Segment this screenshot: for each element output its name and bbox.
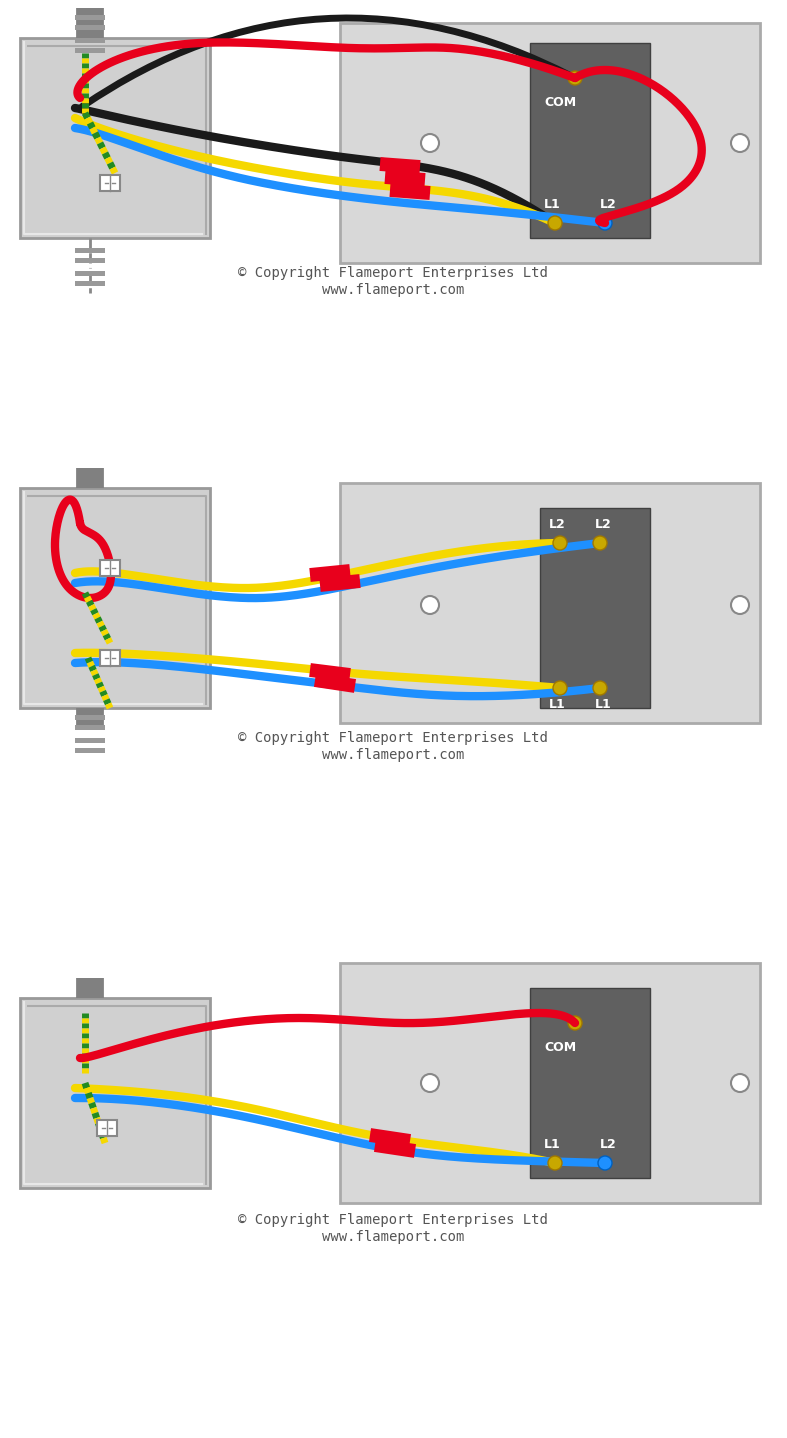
FancyBboxPatch shape xyxy=(340,23,760,263)
Bar xyxy=(530,988,650,1178)
Circle shape xyxy=(553,682,567,695)
FancyBboxPatch shape xyxy=(340,483,760,723)
Text: www.flameport.com: www.flameport.com xyxy=(322,1229,464,1244)
Bar xyxy=(75,738,105,743)
Bar xyxy=(75,725,105,731)
Text: L1: L1 xyxy=(544,198,560,211)
Text: L2: L2 xyxy=(600,1137,616,1150)
Circle shape xyxy=(731,1074,749,1091)
Circle shape xyxy=(553,536,567,549)
Bar xyxy=(75,270,105,276)
Bar xyxy=(75,37,105,43)
Bar xyxy=(75,247,105,253)
Bar xyxy=(100,175,120,191)
Text: www.flameport.com: www.flameport.com xyxy=(322,283,464,298)
Bar xyxy=(75,715,105,720)
Circle shape xyxy=(598,216,612,230)
FancyBboxPatch shape xyxy=(340,963,760,1204)
Bar xyxy=(20,37,210,239)
Text: © Copyright Flameport Enterprises Ltd: © Copyright Flameport Enterprises Ltd xyxy=(238,266,548,280)
Circle shape xyxy=(593,682,607,695)
Text: COM: COM xyxy=(544,96,576,109)
Circle shape xyxy=(731,595,749,614)
Circle shape xyxy=(593,536,607,549)
Text: L2: L2 xyxy=(549,518,565,531)
Bar xyxy=(97,1120,117,1136)
Circle shape xyxy=(598,1156,612,1171)
Bar xyxy=(100,559,120,577)
Circle shape xyxy=(548,1156,562,1171)
Text: L2: L2 xyxy=(595,518,611,531)
Text: L1: L1 xyxy=(544,1137,560,1150)
Text: L1: L1 xyxy=(595,697,611,710)
Bar xyxy=(75,14,105,20)
Text: © Copyright Flameport Enterprises Ltd: © Copyright Flameport Enterprises Ltd xyxy=(238,1214,548,1227)
Circle shape xyxy=(731,134,749,152)
Bar xyxy=(20,998,210,1188)
Circle shape xyxy=(568,1017,582,1030)
Circle shape xyxy=(421,595,439,614)
Bar xyxy=(75,24,105,30)
Bar xyxy=(20,487,210,707)
Text: L1: L1 xyxy=(549,697,565,710)
Text: © Copyright Flameport Enterprises Ltd: © Copyright Flameport Enterprises Ltd xyxy=(238,731,548,745)
Circle shape xyxy=(421,1074,439,1091)
Bar xyxy=(100,650,120,666)
Bar xyxy=(75,748,105,754)
Bar xyxy=(75,280,105,286)
Bar xyxy=(75,47,105,53)
Circle shape xyxy=(421,134,439,152)
Bar xyxy=(75,257,105,263)
Circle shape xyxy=(548,216,562,230)
Text: L2: L2 xyxy=(600,198,616,211)
Text: COM: COM xyxy=(544,1041,576,1054)
Circle shape xyxy=(568,70,582,85)
Bar xyxy=(530,43,650,239)
Bar xyxy=(540,508,650,707)
Text: www.flameport.com: www.flameport.com xyxy=(322,748,464,762)
